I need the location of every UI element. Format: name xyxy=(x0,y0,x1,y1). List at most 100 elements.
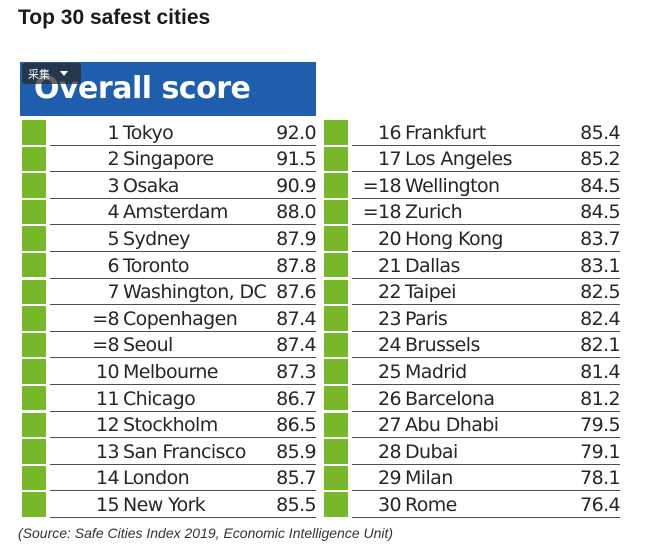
score-cell: 92.0 xyxy=(276,121,317,144)
city-cell: Chicago xyxy=(123,387,196,410)
score-cell: 87.4 xyxy=(276,334,317,357)
score-cell: 84.5 xyxy=(580,174,621,197)
rank-cell: 1 xyxy=(107,121,120,144)
city-cell: Stockholm xyxy=(123,414,218,437)
rank-cell: 13 xyxy=(96,440,120,463)
rank-cell: 2 xyxy=(107,148,120,171)
green-swatch xyxy=(324,173,348,198)
green-swatch xyxy=(324,252,348,278)
green-swatch xyxy=(22,492,46,517)
table-row: 23 Paris 82.4 xyxy=(324,305,621,332)
city-cell: Rome xyxy=(405,493,457,516)
city-cell: Amsterdam xyxy=(123,201,228,224)
table-row: =8 Copenhagen 87.4 xyxy=(22,305,317,332)
city-cell: San Francisco xyxy=(123,440,246,463)
green-swatch xyxy=(22,120,46,145)
city-cell: Sydney xyxy=(123,227,190,250)
rank-cell: 25 xyxy=(378,360,402,383)
table-row: 29 Milan 78.1 xyxy=(324,465,621,492)
score-cell: 78.1 xyxy=(580,467,621,490)
score-cell: 87.8 xyxy=(276,254,317,277)
score-cell: 85.4 xyxy=(580,121,621,144)
rank-cell: =8 xyxy=(92,334,119,357)
row-divider xyxy=(50,330,316,332)
rank-cell: =18 xyxy=(362,174,402,197)
score-cell: 85.2 xyxy=(580,148,621,171)
green-swatch xyxy=(324,226,348,251)
score-cell: 90.9 xyxy=(276,174,317,197)
city-cell: Dubai xyxy=(405,440,458,463)
rank-cell: 15 xyxy=(96,493,120,516)
row-divider xyxy=(50,171,316,173)
score-cell: 83.1 xyxy=(580,254,621,277)
table-row: 12 Stockholm 86.5 xyxy=(22,412,317,439)
city-cell: Hong Kong xyxy=(405,227,504,250)
score-cell: 87.6 xyxy=(276,281,317,304)
green-swatch xyxy=(324,120,348,145)
green-swatch xyxy=(22,226,46,251)
city-cell: New York xyxy=(123,493,206,516)
table-row: 4 Amsterdam 88.0 xyxy=(22,199,317,226)
rank-cell: 21 xyxy=(378,254,402,277)
green-swatch xyxy=(22,173,46,198)
table-row: 24 Brussels 82.1 xyxy=(324,332,621,359)
score-cell: 81.2 xyxy=(580,387,621,410)
table-row: 6 Toronto 87.8 xyxy=(22,252,317,279)
row-divider xyxy=(50,224,316,226)
row-divider xyxy=(50,277,316,279)
city-cell: Barcelona xyxy=(405,387,495,410)
table-row: 22 Taipei 82.5 xyxy=(324,279,621,306)
row-divider xyxy=(50,197,316,199)
score-cell: 82.5 xyxy=(580,281,621,304)
table-row: =18 Zurich 84.5 xyxy=(324,199,621,226)
green-swatch xyxy=(22,465,46,491)
rank-cell: 28 xyxy=(378,440,402,463)
score-cell: 79.1 xyxy=(580,440,621,463)
green-swatch xyxy=(22,359,46,384)
green-swatch xyxy=(22,199,46,225)
table-row: 15 New York 85.5 xyxy=(22,491,317,518)
green-swatch xyxy=(22,439,46,464)
table-row: 17 Los Angeles 85.2 xyxy=(324,146,621,173)
rank-cell: 22 xyxy=(378,281,402,304)
table-row: =8 Seoul 87.4 xyxy=(22,332,317,359)
rank-cell: 10 xyxy=(96,360,120,383)
rank-cell: 17 xyxy=(378,148,402,171)
row-divider xyxy=(50,410,316,412)
city-cell: Taipei xyxy=(405,281,456,304)
collect-badge[interactable]: 采集 xyxy=(22,63,81,84)
table-row: 7 Washington, DC 87.6 xyxy=(22,279,317,306)
rank-cell: 29 xyxy=(378,467,402,490)
row-divider xyxy=(50,463,316,465)
score-cell: 79.5 xyxy=(580,414,621,437)
table-row: 11 Chicago 86.7 xyxy=(22,385,317,412)
table-row: 10 Melbourne 87.3 xyxy=(22,358,317,385)
table-row: 20 Hong Kong 83.7 xyxy=(324,225,621,252)
rank-cell: 30 xyxy=(378,493,402,516)
city-cell: Tokyo xyxy=(123,121,174,144)
score-cell: 87.9 xyxy=(276,227,317,250)
green-swatch xyxy=(324,199,348,225)
row-divider xyxy=(352,410,620,412)
table-row: 30 Rome 76.4 xyxy=(324,491,621,518)
score-cell: 85.9 xyxy=(276,440,317,463)
city-cell: Milan xyxy=(405,467,453,490)
green-swatch xyxy=(22,146,46,172)
score-cell: 87.4 xyxy=(276,307,317,330)
city-cell: Washington, DC xyxy=(123,281,267,304)
score-cell: 82.1 xyxy=(580,334,621,357)
score-cell: 86.5 xyxy=(276,414,317,437)
green-swatch xyxy=(22,279,46,305)
green-swatch xyxy=(324,465,348,491)
green-swatch xyxy=(324,492,348,517)
collect-badge-label: 采集 xyxy=(28,68,50,81)
row-divider xyxy=(352,144,620,146)
score-cell: 82.4 xyxy=(580,307,621,330)
table-row: 14 London 85.7 xyxy=(22,465,317,492)
green-swatch xyxy=(22,412,46,438)
row-divider xyxy=(50,357,316,359)
table-row: 28 Dubai 79.1 xyxy=(324,438,621,465)
row-divider xyxy=(50,490,316,492)
score-cell: 85.5 xyxy=(276,493,317,516)
